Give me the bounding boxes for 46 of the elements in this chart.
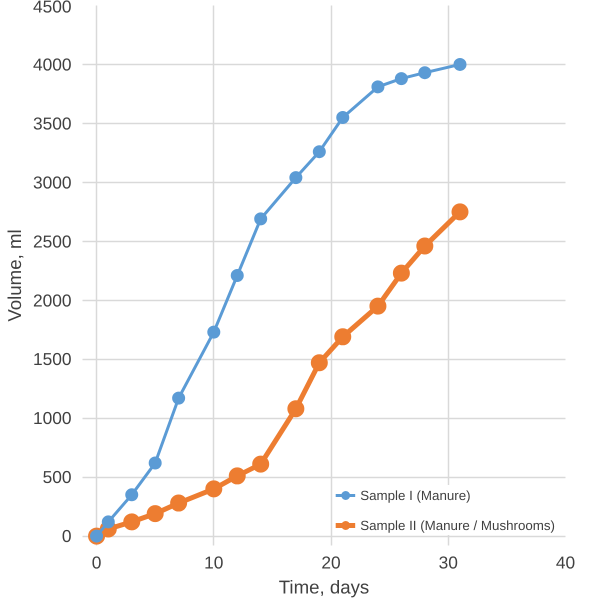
point bbox=[123, 513, 140, 530]
point bbox=[146, 505, 164, 522]
point bbox=[371, 80, 384, 94]
point bbox=[228, 467, 246, 484]
point bbox=[369, 298, 386, 315]
x-tick-label: 40 bbox=[556, 552, 576, 572]
point bbox=[205, 480, 222, 498]
legend-label: Sample II (Manure / Mushrooms) bbox=[360, 518, 555, 532]
point bbox=[334, 328, 352, 346]
y-tick-label: 0 bbox=[62, 526, 72, 546]
point bbox=[451, 203, 468, 220]
legend-label: Sample I (Manure) bbox=[360, 488, 471, 502]
point bbox=[125, 488, 138, 502]
point bbox=[287, 400, 304, 418]
point bbox=[207, 326, 220, 339]
x-tick-label: 10 bbox=[204, 552, 224, 572]
x-tick-label: 0 bbox=[92, 552, 102, 572]
point bbox=[172, 392, 186, 405]
x-tick-label: 30 bbox=[438, 552, 458, 572]
point bbox=[312, 145, 326, 158]
y-tick-label: 3000 bbox=[32, 172, 72, 192]
point bbox=[289, 171, 302, 184]
point bbox=[170, 494, 188, 512]
x-axis-title: Time, days bbox=[278, 576, 370, 598]
y-tick-label: 1000 bbox=[32, 408, 72, 428]
y-tick-label: 1500 bbox=[32, 349, 72, 370]
x-tick-label: 20 bbox=[321, 552, 341, 572]
y-tick-label: 500 bbox=[42, 467, 72, 488]
y-axis-title: Volume, ml bbox=[4, 229, 25, 322]
point bbox=[230, 269, 244, 282]
y-tick-label: 2000 bbox=[32, 290, 72, 310]
y-tick-label: 2500 bbox=[32, 231, 72, 252]
y-tick-label: 3500 bbox=[32, 113, 72, 134]
point bbox=[392, 264, 410, 282]
point bbox=[336, 111, 350, 124]
y-tick-label: 4500 bbox=[32, 0, 72, 16]
point bbox=[254, 212, 268, 226]
point bbox=[102, 515, 115, 528]
point bbox=[418, 66, 432, 80]
point bbox=[310, 354, 328, 372]
point bbox=[394, 72, 408, 86]
point bbox=[148, 456, 162, 470]
y-tick-label: 4000 bbox=[32, 54, 72, 74]
point bbox=[252, 456, 270, 473]
point bbox=[453, 58, 466, 71]
point bbox=[416, 238, 434, 255]
